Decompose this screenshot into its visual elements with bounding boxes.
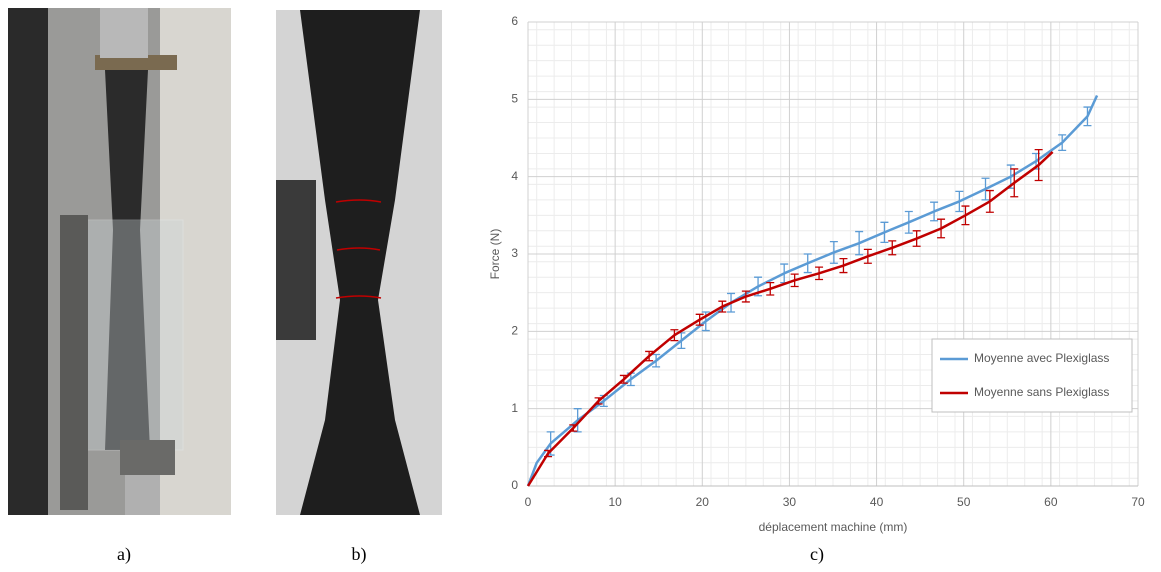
error-bar bbox=[766, 281, 775, 296]
x-tick-label: 60 bbox=[1044, 495, 1058, 509]
error-bar bbox=[1034, 148, 1043, 182]
y-tick-label: 4 bbox=[511, 169, 518, 183]
caption: b) bbox=[352, 544, 367, 565]
error-bar bbox=[645, 350, 654, 362]
y-tick-label: 0 bbox=[511, 478, 518, 492]
error-bar bbox=[718, 300, 727, 313]
error-bar bbox=[741, 290, 750, 303]
legend-label: Moyenne sans Plexiglass bbox=[974, 385, 1109, 399]
error-bar bbox=[930, 201, 939, 222]
error-bar bbox=[670, 329, 679, 342]
error-bar bbox=[677, 332, 686, 349]
caption: c) bbox=[810, 544, 824, 565]
error-bar bbox=[815, 266, 824, 281]
x-tick-label: 70 bbox=[1131, 495, 1145, 509]
y-tick-label: 2 bbox=[511, 324, 518, 338]
error-bar bbox=[888, 240, 897, 256]
error-bar bbox=[961, 205, 970, 226]
error-bar bbox=[1010, 168, 1019, 198]
error-bar bbox=[695, 313, 704, 326]
error-bar bbox=[912, 230, 921, 247]
error-bar bbox=[955, 190, 964, 213]
y-tick-label: 6 bbox=[511, 14, 518, 28]
error-bar bbox=[1083, 106, 1092, 127]
error-bar bbox=[829, 240, 838, 264]
error-bar bbox=[569, 424, 578, 432]
legend-box bbox=[931, 338, 1133, 413]
error-bar bbox=[594, 397, 603, 405]
caption: a) bbox=[117, 544, 131, 565]
error-bar bbox=[839, 257, 848, 274]
error-bar bbox=[619, 374, 628, 384]
error-bar bbox=[855, 230, 864, 256]
error-bar bbox=[803, 253, 812, 274]
series-line bbox=[526, 94, 1099, 487]
photo-a bbox=[8, 8, 231, 515]
error-bar bbox=[863, 248, 872, 264]
x-axis-title: déplacement machine (mm) bbox=[759, 520, 908, 534]
error-bar bbox=[544, 449, 553, 458]
error-bar bbox=[790, 273, 799, 288]
photo-b bbox=[276, 10, 442, 515]
x-tick-label: 20 bbox=[696, 495, 710, 509]
y-axis-title: Force (N) bbox=[488, 229, 502, 280]
error-bar bbox=[880, 221, 889, 244]
x-tick-label: 50 bbox=[957, 495, 971, 509]
x-tick-label: 30 bbox=[783, 495, 797, 509]
y-tick-label: 3 bbox=[511, 246, 518, 260]
x-tick-label: 10 bbox=[608, 495, 622, 509]
y-tick-label: 5 bbox=[511, 92, 518, 106]
x-tick-label: 40 bbox=[870, 495, 884, 509]
error-bar bbox=[985, 189, 994, 213]
error-bar bbox=[981, 177, 990, 201]
y-tick-label: 1 bbox=[511, 401, 518, 415]
error-bar bbox=[652, 353, 661, 368]
error-bar bbox=[937, 218, 946, 239]
x-tick-label: 0 bbox=[525, 495, 532, 509]
legend-label: Moyenne avec Plexiglass bbox=[974, 351, 1109, 365]
error-bar bbox=[904, 210, 913, 234]
error-bar bbox=[1058, 134, 1067, 152]
error-bar bbox=[573, 408, 582, 433]
